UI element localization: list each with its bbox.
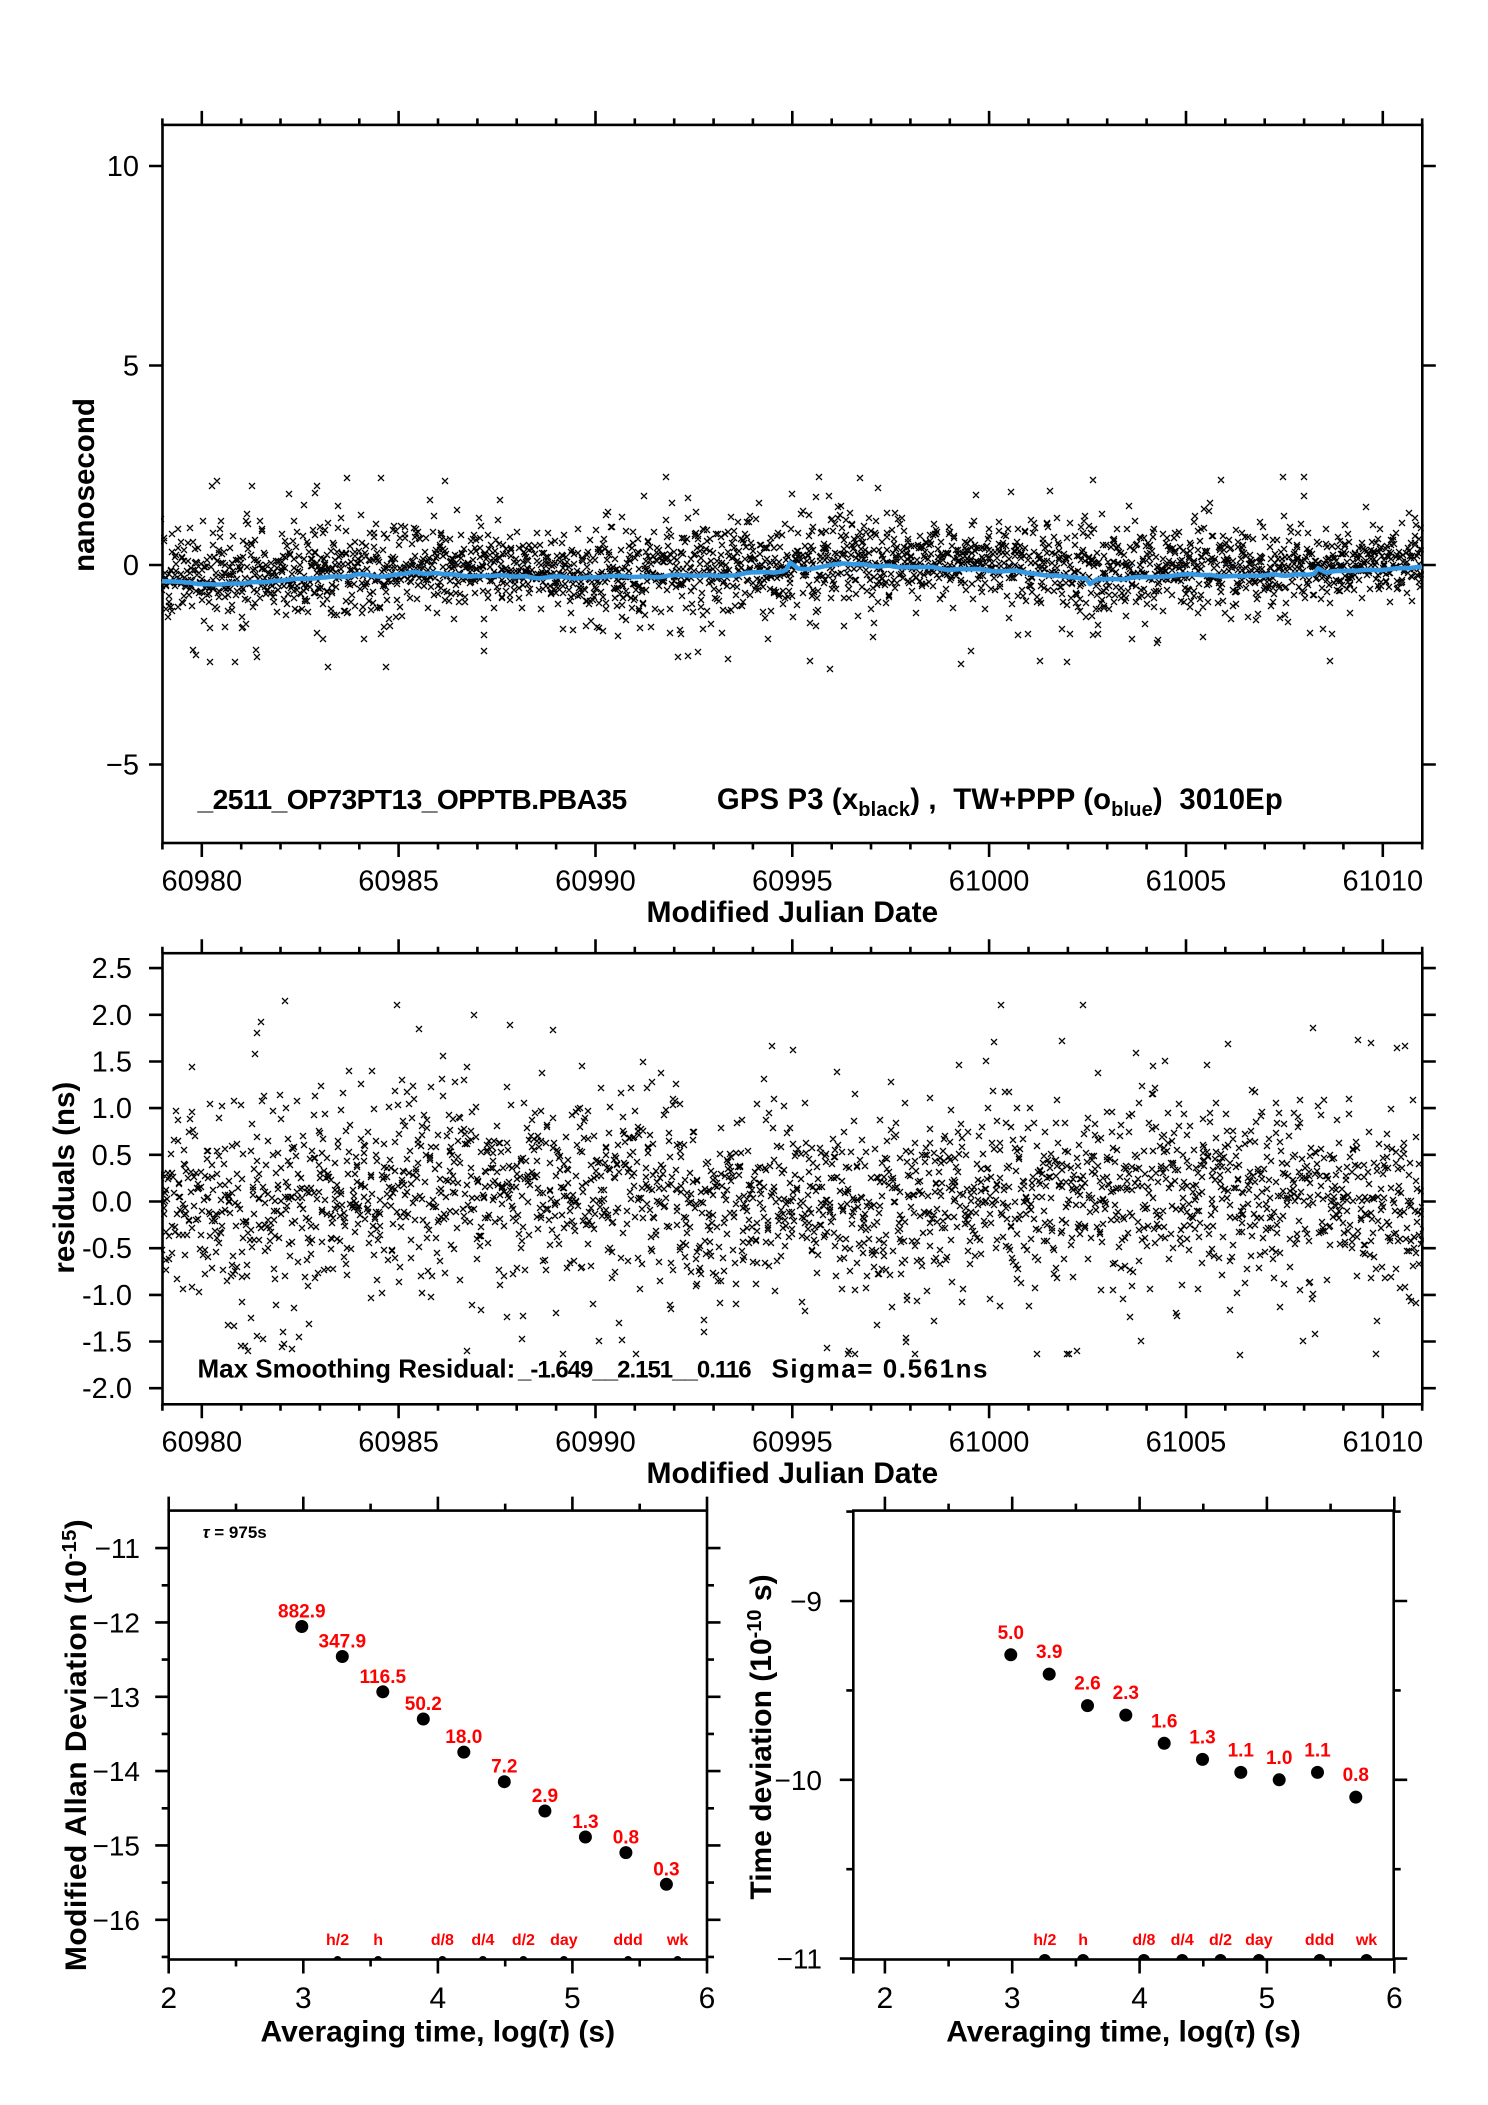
svg-text:−13: −13 (93, 1682, 141, 1713)
svg-text:61010: 61010 (1342, 866, 1423, 898)
svg-text:61000: 61000 (949, 1427, 1030, 1459)
svg-text:GPS P3 (xblack) , TW+PPP (obl: GPS P3 (xblack) , TW+PPP (oblue) 3010Ep (717, 783, 1283, 821)
svg-text:1.1: 1.1 (1304, 1740, 1331, 1761)
svg-text:2.9: 2.9 (532, 1786, 558, 1807)
svg-text:ddd: ddd (613, 1932, 642, 1949)
svg-text:0.5: 0.5 (92, 1140, 132, 1172)
svg-text:3.9: 3.9 (1036, 1642, 1062, 1663)
svg-text:Modified Julian Date: Modified Julian Date (647, 896, 939, 929)
svg-text:-0.5: -0.5 (82, 1233, 132, 1265)
svg-text:6: 6 (699, 1982, 716, 2015)
svg-text:116.5: 116.5 (360, 1667, 407, 1688)
svg-text:5: 5 (1259, 1982, 1276, 2015)
svg-text:61005: 61005 (1146, 866, 1227, 898)
svg-text:60995: 60995 (752, 866, 833, 898)
svg-text:2.5: 2.5 (92, 953, 132, 985)
svg-text:_2511_OP73PT13_OPPTB.PBA35: _2511_OP73PT13_OPPTB.PBA35 (197, 783, 627, 815)
svg-text:−12: −12 (93, 1607, 141, 1638)
svg-text:1.0: 1.0 (1266, 1748, 1292, 1769)
svg-text:0.0: 0.0 (92, 1187, 132, 1219)
svg-text:61000: 61000 (949, 866, 1030, 898)
svg-text:d/2: d/2 (512, 1932, 535, 1949)
svg-text:0: 0 (123, 550, 139, 582)
svg-text:2: 2 (877, 1982, 894, 2015)
svg-text:1.3: 1.3 (1189, 1727, 1215, 1748)
svg-text:3: 3 (1004, 1982, 1021, 2015)
svg-text:d/2: d/2 (1209, 1932, 1232, 1949)
svg-text:5: 5 (564, 1982, 581, 2015)
svg-text:2.3: 2.3 (1113, 1683, 1139, 1704)
svg-text:61010: 61010 (1342, 1427, 1423, 1459)
svg-text:2.0: 2.0 (92, 1000, 132, 1032)
svg-text:6: 6 (1386, 1982, 1403, 2015)
svg-text:Modified Julian Date: Modified Julian Date (647, 1457, 939, 1490)
svg-text:ddd: ddd (1305, 1932, 1334, 1949)
svg-text:−16: −16 (93, 1905, 141, 1936)
svg-text:-1.0: -1.0 (82, 1280, 132, 1312)
svg-text:1.1: 1.1 (1228, 1740, 1255, 1761)
svg-text:3: 3 (295, 1982, 312, 2015)
svg-text:60995: 60995 (752, 1427, 833, 1459)
svg-text:60985: 60985 (358, 866, 439, 898)
svg-text:1.6: 1.6 (1151, 1711, 1177, 1732)
svg-text:−15: −15 (93, 1830, 141, 1861)
svg-text:1.5: 1.5 (92, 1047, 132, 1079)
svg-text:day: day (1245, 1932, 1273, 1949)
svg-text:−5: −5 (106, 750, 139, 782)
svg-text:0.3: 0.3 (653, 1859, 679, 1880)
svg-text:61005: 61005 (1146, 1427, 1227, 1459)
svg-text:Averaging time, log(τ) (s): Averaging time, log(τ) (s) (261, 2016, 616, 2049)
svg-text:d/8: d/8 (431, 1932, 454, 1949)
svg-text:60990: 60990 (555, 1427, 636, 1459)
svg-text:−10: −10 (775, 1765, 823, 1796)
svg-text:5.0: 5.0 (998, 1623, 1024, 1644)
svg-text:4: 4 (430, 1982, 447, 2015)
svg-text:d/4: d/4 (471, 1932, 494, 1949)
svg-text:τ = 975s: τ = 975s (203, 1523, 267, 1542)
svg-text:60980: 60980 (161, 1427, 242, 1459)
svg-text:d/4: d/4 (1171, 1932, 1194, 1949)
svg-text:1.3: 1.3 (572, 1812, 598, 1833)
svg-text:2: 2 (160, 1982, 177, 2015)
svg-text:-1.5: -1.5 (82, 1327, 132, 1359)
svg-text:−11: −11 (777, 1944, 822, 1975)
svg-text:2.6: 2.6 (1074, 1674, 1100, 1695)
svg-text:Modified Allan Deviation (10-1: Modified Allan Deviation (10-15) (59, 1519, 93, 1971)
svg-text:wk: wk (1355, 1932, 1377, 1949)
svg-text:h: h (1078, 1932, 1088, 1949)
svg-text:Max Smoothing Residual:_-1.649: Max Smoothing Residual: _-1.649__2.151__0… (198, 1354, 990, 1384)
svg-text:d/8: d/8 (1132, 1932, 1155, 1949)
svg-text:60980: 60980 (161, 866, 242, 898)
svg-text:−9: −9 (790, 1586, 822, 1617)
svg-text:h/2: h/2 (326, 1932, 349, 1949)
svg-text:0.8: 0.8 (1343, 1765, 1369, 1786)
svg-text:0.8: 0.8 (613, 1828, 639, 1849)
svg-text:50.2: 50.2 (405, 1694, 442, 1715)
svg-text:347.9: 347.9 (319, 1632, 367, 1653)
svg-text:4: 4 (1131, 1982, 1148, 2015)
svg-text:−11: −11 (95, 1533, 140, 1564)
svg-text:h/2: h/2 (1033, 1932, 1056, 1949)
svg-text:h: h (373, 1932, 383, 1949)
svg-text:day: day (550, 1932, 578, 1949)
svg-text:−14: −14 (93, 1756, 141, 1787)
svg-text:nanosecond: nanosecond (68, 398, 101, 572)
svg-text:Averaging time, log(τ) (s): Averaging time, log(τ) (s) (946, 2016, 1301, 2049)
svg-text:18.0: 18.0 (445, 1727, 482, 1748)
svg-text:10: 10 (107, 151, 139, 183)
svg-text:60985: 60985 (358, 1427, 439, 1459)
svg-text:1.0: 1.0 (92, 1093, 132, 1125)
svg-text:residuals (ns): residuals (ns) (48, 1082, 81, 1274)
svg-text:5: 5 (123, 351, 139, 383)
svg-text:-2.0: -2.0 (82, 1373, 132, 1405)
svg-text:882.9: 882.9 (278, 1602, 326, 1623)
svg-text:7.2: 7.2 (491, 1757, 517, 1778)
svg-text:wk: wk (666, 1932, 688, 1949)
svg-text:60990: 60990 (555, 866, 636, 898)
